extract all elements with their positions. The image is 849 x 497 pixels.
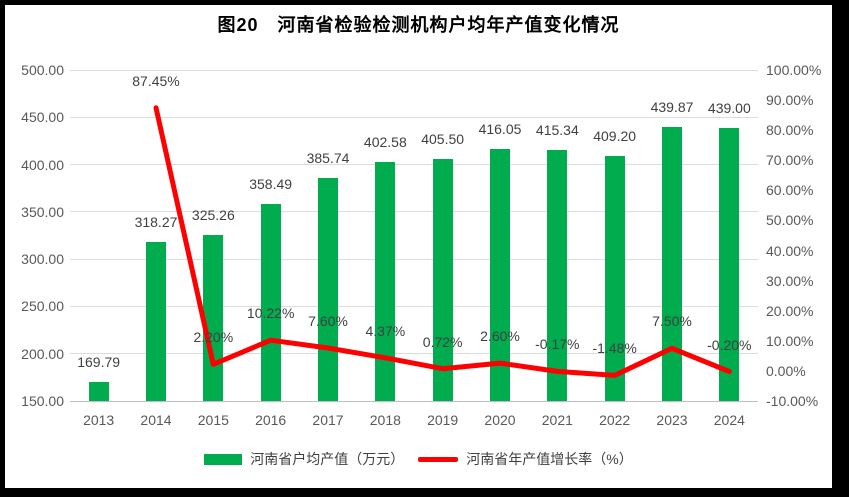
x-axis-category-label: 2016 xyxy=(255,412,287,428)
x-axis-category-label: 2015 xyxy=(197,412,229,428)
x-axis-category-label: 2020 xyxy=(484,412,516,428)
right-axis-tick: 60.00% xyxy=(766,182,814,199)
right-axis-tick: 0.00% xyxy=(766,362,806,379)
growth-rate-polyline xyxy=(153,105,732,378)
left-axis-tick: 500.00 xyxy=(21,62,64,78)
x-axis-category-label: 2013 xyxy=(83,412,115,428)
x-axis-line xyxy=(70,400,758,402)
line-value-label: 2.60% xyxy=(480,328,520,345)
x-axis-category-label: 2021 xyxy=(541,412,573,428)
left-axis-tick: 200.00 xyxy=(21,345,64,362)
right-axis-tick: 90.00% xyxy=(766,92,814,109)
gridline xyxy=(70,69,758,71)
bar-value-label: 325.26 xyxy=(191,207,235,224)
bar-value-label: 402.58 xyxy=(363,134,407,151)
legend-bar-label: 河南省户均产值（万元） xyxy=(250,451,405,467)
right-axis-tick: 100.00% xyxy=(766,62,822,78)
bar-2024 xyxy=(719,127,740,401)
bar-value-label: 358.49 xyxy=(249,175,293,192)
gridline xyxy=(70,305,758,307)
line-value-label: -0.17% xyxy=(535,336,580,353)
bar-2014 xyxy=(146,241,166,401)
line-value-label: -1.48% xyxy=(592,340,637,357)
line-value-label: 87.45% xyxy=(132,72,180,89)
bar-value-label: 439.87 xyxy=(650,98,694,115)
line-value-label: 7.60% xyxy=(308,313,348,330)
right-axis-tick: 20.00% xyxy=(766,302,814,319)
right-axis-tick: 80.00% xyxy=(766,122,814,139)
line-series-swatch-icon xyxy=(418,456,459,462)
left-axis-tick: 350.00 xyxy=(21,203,64,220)
gridline xyxy=(70,353,758,355)
right-axis-tick: 70.00% xyxy=(766,152,814,169)
chart-background xyxy=(5,5,832,488)
bar-2018 xyxy=(375,162,396,401)
bar-2016 xyxy=(260,203,281,401)
chart-legend: 河南省户均产值（万元） 河南省年产值增长率（%） xyxy=(5,446,832,472)
x-axis-category-label: 2024 xyxy=(713,412,745,428)
bar-value-label: 318.27 xyxy=(134,213,178,230)
gridline xyxy=(70,164,758,166)
left-axis-tick: 250.00 xyxy=(21,298,64,315)
bar-2022 xyxy=(604,155,625,401)
x-axis-category-label: 2019 xyxy=(427,412,459,428)
right-axis-tick: -10.00% xyxy=(766,393,819,409)
bar-2019 xyxy=(432,159,453,401)
bar-value-label: 416.05 xyxy=(478,121,522,138)
legend-item-bar-series: 河南省户均产值（万元） xyxy=(204,449,404,469)
x-axis-category-label: 2017 xyxy=(312,412,344,428)
left-axis-tick: 450.00 xyxy=(21,109,64,126)
line-value-label: 2.20% xyxy=(193,329,234,346)
line-value-label: 10.22% xyxy=(246,305,295,322)
left-axis-tick: 300.00 xyxy=(21,251,64,268)
right-axis-tick: 30.00% xyxy=(766,272,814,289)
bar-value-label: 405.50 xyxy=(421,131,465,148)
x-axis-category-label: 2022 xyxy=(599,412,631,428)
legend-item-line-series: 河南省年产值增长率（%） xyxy=(418,449,633,469)
chart-title: 图20 河南省检验检测机构户均年产值变化情况 xyxy=(217,15,620,35)
right-axis-tick: 10.00% xyxy=(766,332,814,349)
growth-rate-line xyxy=(153,105,732,378)
line-value-label: 7.50% xyxy=(652,313,692,330)
x-axis-category-label: 2018 xyxy=(369,412,401,428)
bar-value-label: 439.00 xyxy=(707,99,751,116)
bar-2013 xyxy=(88,382,109,401)
left-axis-tick: 150.00 xyxy=(21,393,64,409)
bar-2021 xyxy=(547,150,568,401)
gridline xyxy=(70,211,758,213)
gridline xyxy=(70,258,758,260)
x-axis-category-label: 2023 xyxy=(656,412,688,428)
line-value-label: 0.72% xyxy=(422,333,463,350)
bar-value-label: 385.74 xyxy=(306,150,350,167)
bar-value-label: 415.34 xyxy=(535,122,579,139)
right-axis-tick: 50.00% xyxy=(766,212,814,229)
x-axis-category-label: 2014 xyxy=(140,412,172,428)
gridline xyxy=(70,116,758,118)
bar-value-label: 409.20 xyxy=(593,127,637,144)
bar-value-label: 169.79 xyxy=(77,354,121,371)
line-value-label: -0.20% xyxy=(707,336,752,353)
left-axis-tick: 400.00 xyxy=(21,156,64,173)
bar-2023 xyxy=(662,126,682,401)
legend-line-label: 河南省年产值增长率（%） xyxy=(466,451,633,467)
bar-series-swatch-icon xyxy=(204,453,243,465)
right-axis-tick: 40.00% xyxy=(766,242,814,259)
bar-2020 xyxy=(490,149,510,401)
line-value-label: 4.37% xyxy=(365,322,406,339)
